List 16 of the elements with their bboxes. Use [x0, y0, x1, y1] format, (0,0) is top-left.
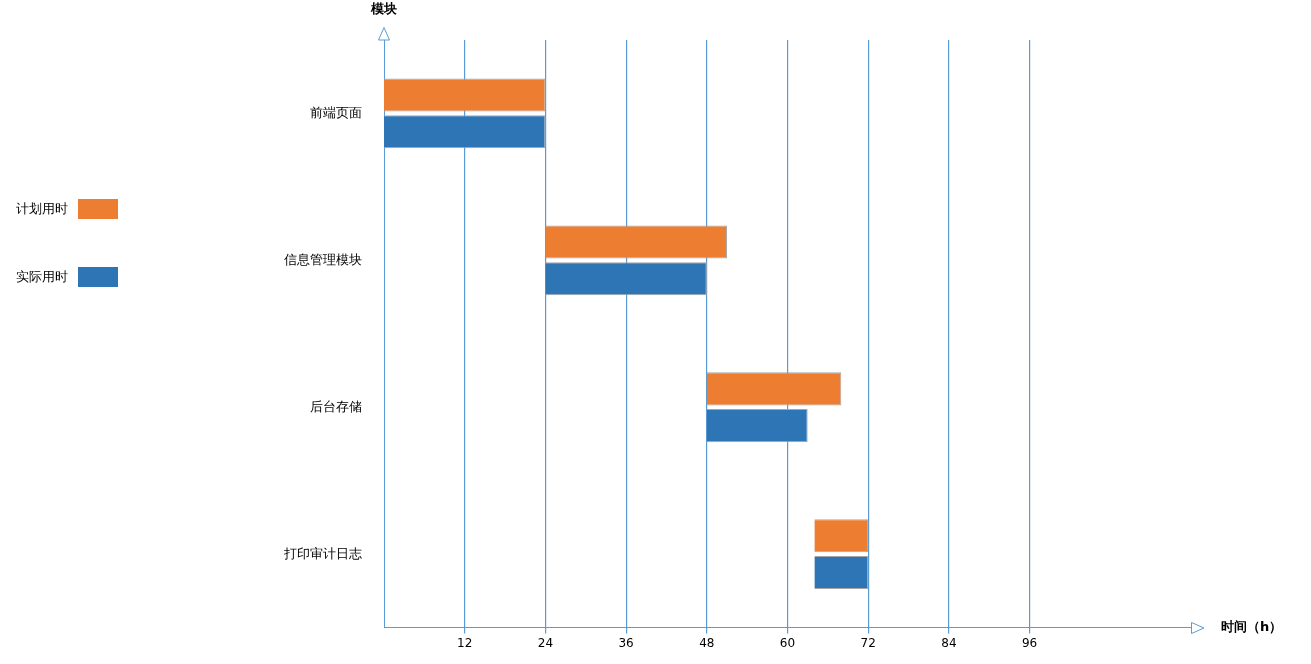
x-tick-label: 36 — [618, 635, 634, 650]
x-tick-label: 48 — [699, 635, 715, 650]
legend-label: 实际用时 — [16, 268, 68, 286]
y-tick-label: 前端页面 — [310, 104, 362, 120]
x-axis-title: 时间（h） — [1221, 618, 1283, 634]
x-tick-label: 12 — [457, 635, 473, 650]
y-tick-label: 后台存储 — [310, 398, 362, 414]
x-tick-label: 72 — [860, 635, 876, 650]
legend-label: 计划用时 — [16, 200, 68, 218]
x-tick-label: 84 — [941, 635, 957, 650]
y-tick-label: 打印审计日志 — [283, 545, 362, 561]
x-tick-label: 96 — [1021, 635, 1038, 650]
x-tick-label: 24 — [537, 635, 554, 650]
x-tick-label: 60 — [779, 635, 796, 650]
y-axis-title: 模块 — [370, 1, 397, 17]
y-tick-label: 信息管理模块 — [284, 251, 362, 267]
